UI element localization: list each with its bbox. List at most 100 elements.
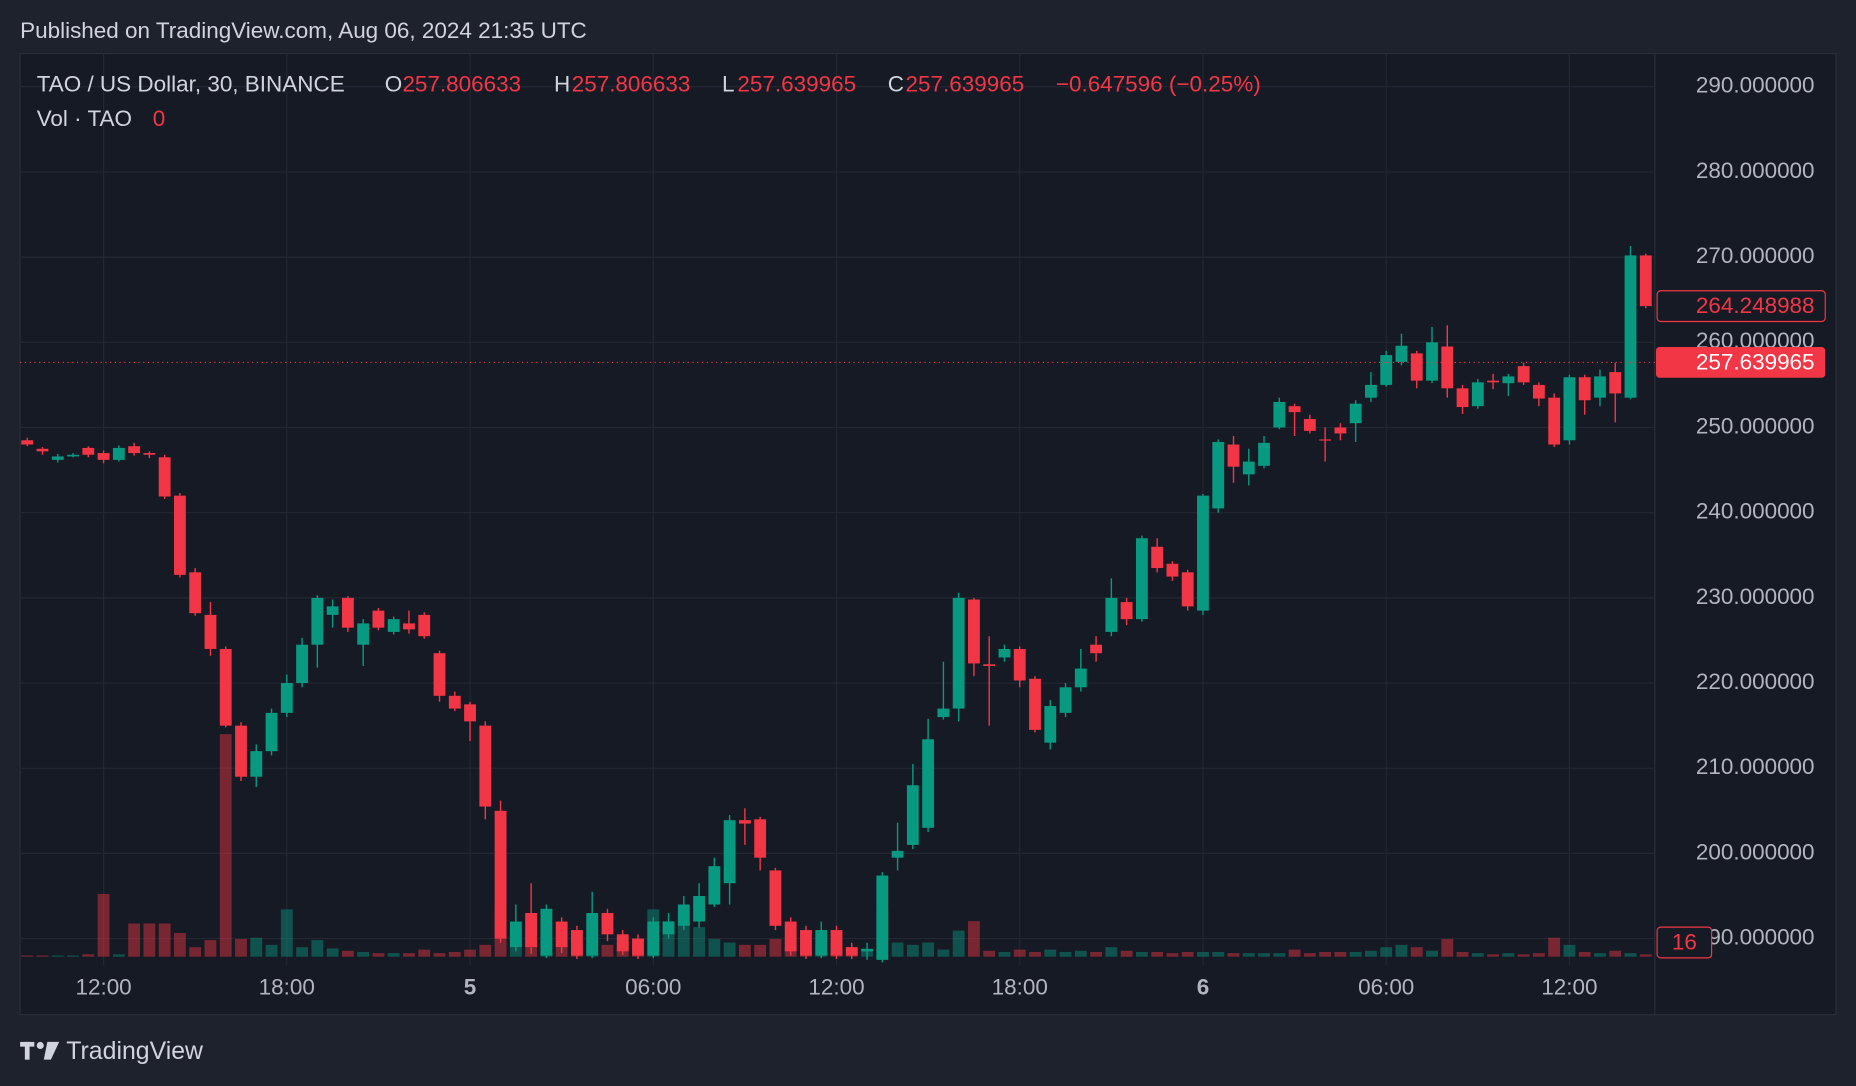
- x-tick-label: 12:00: [808, 975, 864, 1000]
- candle-body: [1441, 346, 1454, 389]
- volume-bar: [189, 947, 202, 957]
- x-tick-label: 6: [1197, 975, 1210, 1000]
- candle-body: [479, 725, 492, 807]
- last-price-label: 257.639965: [1696, 350, 1815, 375]
- legend-l: 257.639965: [737, 71, 856, 96]
- candle-body: [189, 572, 202, 614]
- volume-label: 16: [1672, 930, 1697, 955]
- candle-body: [1334, 427, 1347, 434]
- candle-body: [1487, 380, 1500, 383]
- volume-bar: [1380, 947, 1393, 957]
- volume-bar: [1395, 944, 1408, 957]
- volume-bar: [1517, 954, 1530, 957]
- candle-body: [418, 614, 431, 637]
- candle-body: [1197, 495, 1209, 611]
- volume-bar: [1105, 947, 1118, 957]
- candle-body: [36, 448, 49, 452]
- candle-body: [372, 610, 385, 628]
- volume-bar: [1563, 944, 1576, 957]
- volume-bar: [1059, 951, 1072, 957]
- volume-bar: [1502, 953, 1515, 957]
- candle-body: [448, 695, 461, 709]
- volume-bar: [906, 944, 919, 957]
- published-note: Published on TradingView.com, Aug 06, 20…: [20, 18, 587, 43]
- logo-part: [24, 1041, 30, 1060]
- candle-body: [143, 453, 156, 455]
- legend-vol: 0: [153, 106, 166, 131]
- y-tick-label: 230.000000: [1696, 584, 1815, 609]
- candle-body: [1502, 376, 1515, 384]
- logo-part: [43, 1041, 60, 1060]
- candle-body: [586, 913, 599, 956]
- volume-bar: [738, 944, 751, 957]
- candle-body: [708, 866, 721, 905]
- candle-body: [754, 819, 767, 858]
- close-label: 264.248988: [1696, 293, 1815, 318]
- volume-bar: [51, 955, 64, 957]
- candle-body: [1151, 546, 1164, 569]
- candle-body: [464, 704, 476, 722]
- volume-bar: [1624, 953, 1637, 957]
- candle-body: [1288, 406, 1301, 413]
- legend-h-label: H: [554, 71, 570, 96]
- volume-bar: [1410, 947, 1423, 957]
- volume-bar: [769, 938, 782, 957]
- candle-body: [1456, 388, 1469, 408]
- candle-body: [1380, 355, 1393, 385]
- candle-body: [1044, 706, 1057, 743]
- candle-body: [204, 614, 217, 649]
- y-tick-label: 240.000000: [1696, 499, 1815, 524]
- brand-logo: [20, 1041, 60, 1060]
- y-tick-label: 290.000000: [1696, 73, 1815, 98]
- volume-bar: [937, 949, 950, 957]
- candle-body: [540, 908, 553, 956]
- candle-body: [128, 446, 141, 454]
- volume-bar: [97, 893, 110, 957]
- candle-body: [677, 904, 690, 926]
- candle-body: [97, 453, 110, 460]
- volume-bar: [754, 944, 767, 957]
- candle-body: [250, 751, 263, 777]
- candle-body: [1319, 439, 1332, 441]
- x-tick-label: 06:00: [1358, 975, 1414, 1000]
- candle-body: [937, 708, 950, 718]
- volume-bar: [296, 947, 308, 957]
- volume-bar: [1319, 951, 1332, 957]
- candle-body: [235, 725, 247, 777]
- labels: 190.000000 200.000000 210.000000 220.000000…: [20, 73, 1826, 1000]
- candle-body: [1227, 444, 1240, 467]
- volume-bar: [1532, 953, 1545, 957]
- volume-bar: [1074, 950, 1087, 957]
- candle-body: [1563, 377, 1576, 441]
- volume-bar: [1456, 951, 1469, 957]
- volume-bar: [82, 954, 95, 957]
- volume-bar: [601, 944, 614, 957]
- candle-body: [876, 875, 889, 960]
- candle-body: [1365, 384, 1377, 398]
- candle-body: [21, 440, 34, 445]
- volume-bar: [357, 951, 370, 957]
- candle-body: [861, 948, 873, 952]
- volume-bar: [418, 949, 431, 957]
- volume-bar: [1166, 953, 1179, 957]
- volume-bar: [158, 923, 171, 957]
- volume-bar: [341, 950, 354, 957]
- grid: [20, 53, 1655, 965]
- x-tick-label: 5: [464, 975, 476, 1000]
- candle-body: [1212, 441, 1225, 509]
- volume-bar: [891, 942, 904, 957]
- volume-bar: [922, 942, 935, 957]
- candle-body: [845, 947, 858, 956]
- candle-body: [1303, 418, 1316, 431]
- candle-body: [830, 930, 843, 956]
- candle-body: [1135, 538, 1148, 620]
- volume-bar: [1349, 951, 1362, 957]
- legend-h: 257.806633: [572, 71, 691, 96]
- volume-bar: [1151, 951, 1164, 957]
- y-tick-label: 270.000000: [1696, 243, 1815, 268]
- candle-body: [1639, 255, 1652, 307]
- volume-bar: [1548, 937, 1561, 957]
- volume-bar: [433, 953, 446, 957]
- volume-bar: [265, 944, 278, 957]
- volume-bar: [174, 933, 186, 957]
